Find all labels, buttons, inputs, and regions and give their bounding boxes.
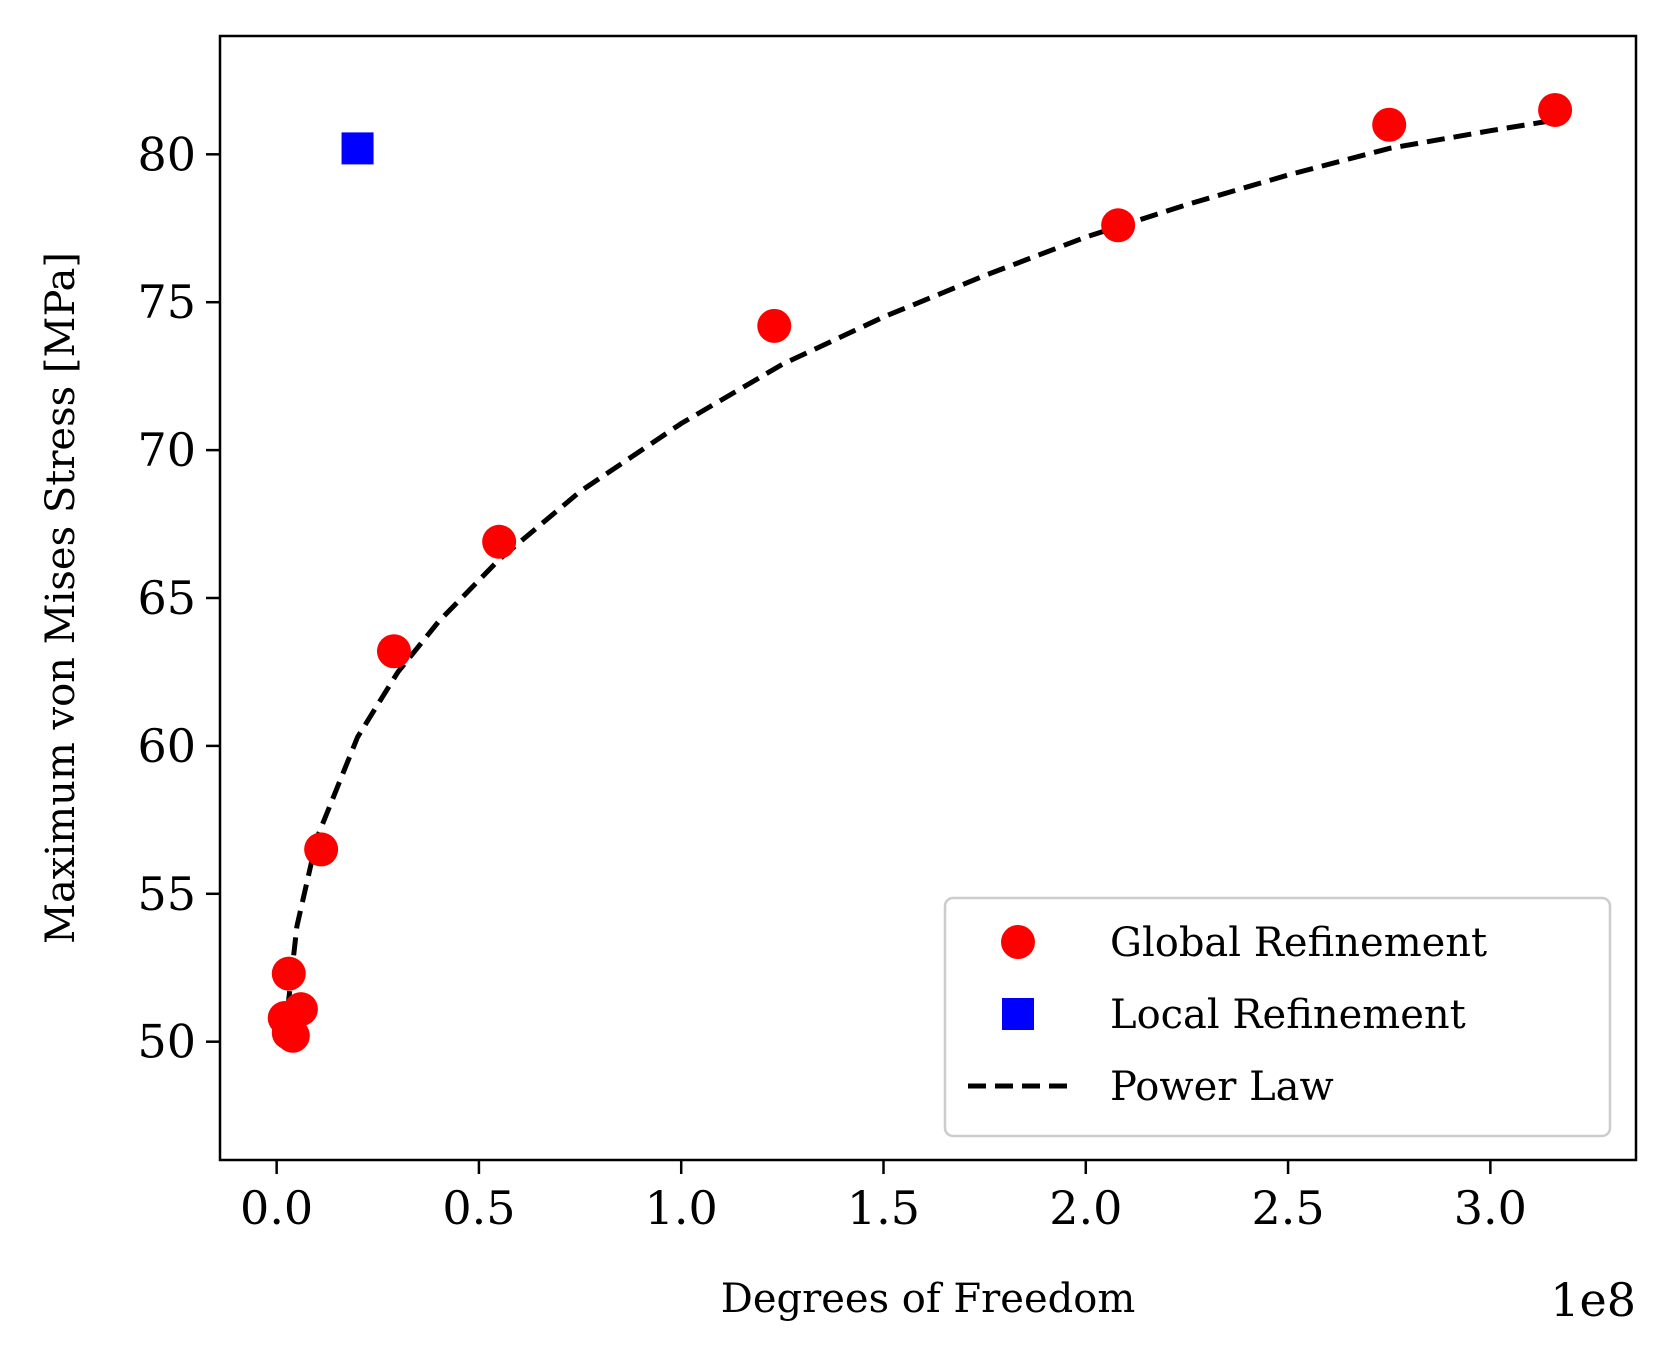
x-tick-label: 1.5 bbox=[847, 1181, 920, 1235]
y-tick-label: 55 bbox=[137, 867, 196, 921]
legend-square-swatch bbox=[1002, 998, 1034, 1030]
legend: Global Refinement Local Refinement Power L… bbox=[943, 896, 1612, 1138]
legend-circle-swatch bbox=[1001, 925, 1035, 959]
y-tick-label: 75 bbox=[137, 275, 196, 329]
global-refinement-point bbox=[1538, 92, 1573, 127]
legend-label: Global Refinement bbox=[1110, 920, 1487, 966]
power-law-line bbox=[282, 116, 1564, 1037]
global-refinement-point bbox=[271, 956, 306, 991]
x-tick-label: 2.5 bbox=[1251, 1181, 1324, 1235]
legend-label: Local Refinement bbox=[1110, 992, 1466, 1038]
global-refinement-point bbox=[304, 832, 339, 867]
global-refinement-point bbox=[1101, 208, 1136, 243]
global-refinement-point bbox=[1372, 107, 1407, 142]
local-refinement-point bbox=[341, 132, 374, 165]
global-refinement-point bbox=[283, 992, 318, 1027]
x-tick-label: 0.0 bbox=[240, 1181, 313, 1235]
x-tick-label: 3.0 bbox=[1454, 1181, 1527, 1235]
x-axis: 0.0 0.5 1.0 1.5 2.0 2.5 3.0 bbox=[240, 1160, 1527, 1235]
global-refinement-point bbox=[482, 524, 517, 559]
y-tick-label: 65 bbox=[137, 571, 196, 625]
x-axis-offset-label: 1e8 bbox=[1550, 1273, 1636, 1327]
x-axis-title: Degrees of Freedom bbox=[721, 1276, 1136, 1322]
y-tick-label: 70 bbox=[137, 423, 196, 477]
global-refinement-point bbox=[757, 308, 792, 343]
y-tick-label: 60 bbox=[137, 719, 196, 773]
y-axis-title: Maximum von Mises Stress [MPa] bbox=[38, 252, 84, 944]
y-tick-label: 50 bbox=[137, 1015, 196, 1069]
plot-layer bbox=[267, 92, 1573, 1053]
x-tick-label: 1.0 bbox=[645, 1181, 718, 1235]
y-tick-label: 80 bbox=[137, 127, 196, 181]
x-tick-label: 2.0 bbox=[1049, 1181, 1122, 1235]
legend-label: Power Law bbox=[1110, 1064, 1334, 1110]
global-refinement-point bbox=[275, 1018, 310, 1053]
x-tick-label: 0.5 bbox=[442, 1181, 515, 1235]
legend-box bbox=[943, 896, 1612, 1138]
y-axis: 50 55 60 65 70 75 80 bbox=[137, 127, 220, 1069]
global-refinement-point bbox=[376, 634, 411, 669]
